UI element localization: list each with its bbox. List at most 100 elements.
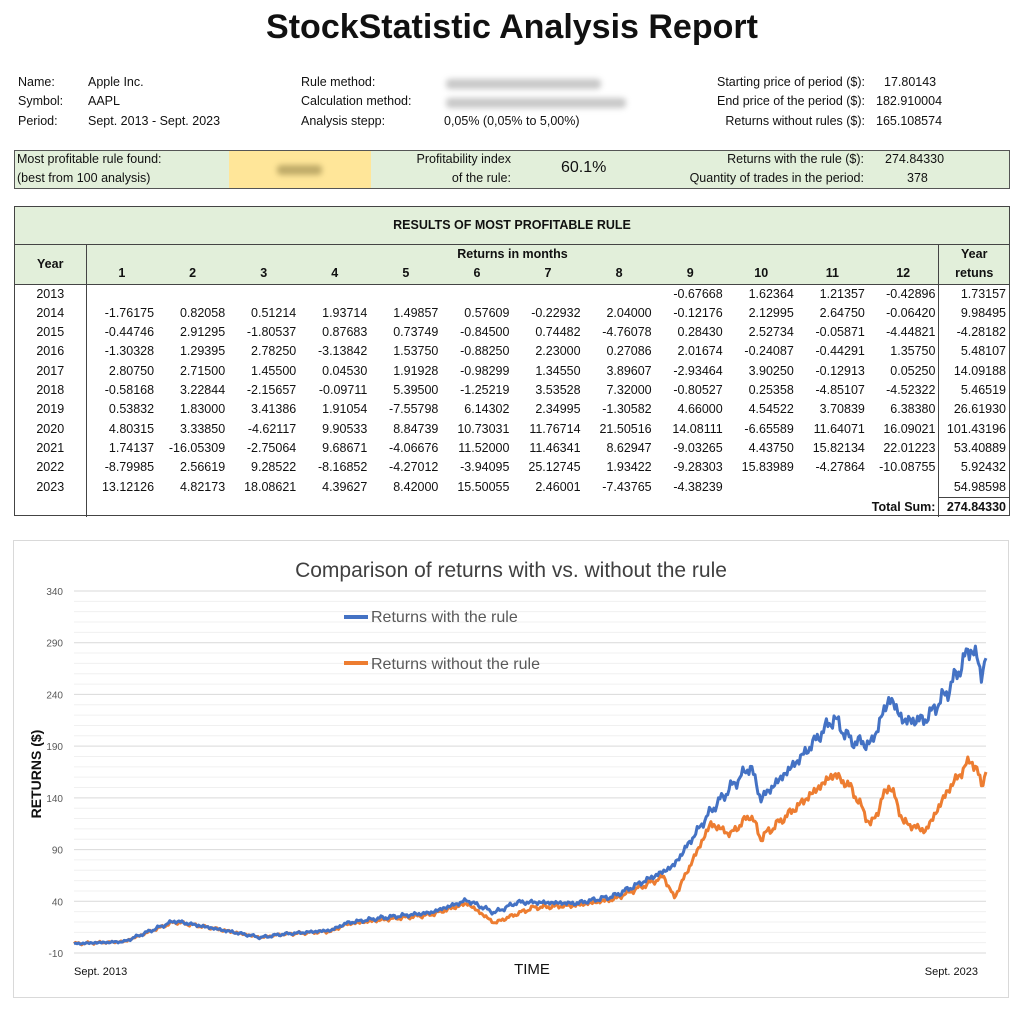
- table-row: 2019 0.53832 1.83000 3.41386 1.91054 -7.55798…: [15, 400, 1009, 420]
- month-return-cell: 14.08111: [672, 421, 723, 436]
- month-return-cell: 11.46341: [529, 440, 581, 455]
- month-return-cell: 11.52000: [458, 440, 510, 455]
- year-return-cell: 101.43196: [938, 419, 1009, 439]
- year-returns-header-1: Year: [938, 244, 1009, 265]
- best-rule-label-2: (best from 100 analysis): [17, 171, 151, 185]
- month-return-cell: 2.46001: [535, 479, 581, 494]
- month-return-cell: -3.13842: [317, 344, 368, 359]
- calc-method-label: Calculation method:: [301, 94, 412, 108]
- month-header: 11: [796, 264, 868, 285]
- month-return-cell: 6.14302: [464, 402, 510, 417]
- month-return-cell: 2.78250: [251, 344, 297, 359]
- profitability-index-label-1: Profitability index: [416, 152, 512, 166]
- y-tick-label: -10: [49, 949, 64, 960]
- month-return-cell: 2.80750: [108, 363, 155, 378]
- month-return-cell: -0.98299: [460, 363, 510, 378]
- month-return-cell: 0.82058: [179, 305, 226, 320]
- report-title: StockStatistic Analysis Report: [266, 8, 758, 46]
- year-return-cell: -4.28182: [938, 323, 1009, 343]
- month-return-cell: 1.62364: [748, 286, 794, 301]
- month-return-cell: 4.54522: [748, 402, 794, 417]
- chart-svg: 340 290 240 190 140 90 40 -10 Comparison of ret…: [28, 559, 988, 978]
- table-row: 2016 -1.30328 1.29395 2.78250 -3.13842 1.5375…: [15, 342, 1009, 362]
- month-return-cell: 2.04000: [606, 305, 652, 320]
- month-return-cell: 1.45500: [251, 363, 297, 378]
- month-return-cell: [584, 284, 655, 304]
- month-return-cell: 2.56619: [179, 460, 226, 475]
- month-return-cell: 0.53832: [108, 402, 155, 417]
- month-return-cell: 15.50055: [457, 479, 510, 494]
- months-header: Returns in months: [86, 244, 939, 265]
- month-return-cell: 2.12995: [748, 305, 794, 320]
- table-row: 2017 2.80750 2.71500 1.45500 0.04530 1.91928 -…: [15, 361, 1009, 382]
- month-return-cell: 4.82173: [179, 479, 226, 494]
- month-return-cell: -8.16852: [317, 460, 368, 475]
- year-return-cell: 5.48107: [938, 342, 1009, 362]
- month-return-cell: -7.43765: [602, 479, 652, 494]
- results-table-panel: RESULTS OF MOST PROFITABLE RULE Year Ret…: [14, 206, 1010, 518]
- table-row: 2014 -1.76175 0.82058 0.51214 1.93714 1.49857…: [15, 303, 1009, 324]
- month-return-cell: 5.39500: [393, 383, 439, 398]
- y-tick-label: 290: [46, 639, 63, 650]
- x-start-label: Sept. 2013: [74, 966, 127, 978]
- month-return-cell: 1.93422: [606, 460, 652, 475]
- total-sum-value: 274.84330: [938, 496, 1009, 518]
- rule-method-label: Rule method:: [301, 75, 376, 89]
- month-return-cell: 0.25358: [748, 383, 794, 398]
- month-return-cell: 4.39627: [322, 479, 368, 494]
- year-return-cell: 26.61930: [938, 400, 1009, 420]
- month-return-cell: 2.71500: [179, 363, 226, 378]
- month-header: 9: [654, 264, 726, 285]
- results-table: RESULTS OF MOST PROFITABLE RULE Year Ret…: [15, 207, 1009, 518]
- month-header: 3: [228, 264, 300, 285]
- month-return-cell: -0.58168: [104, 383, 155, 398]
- month-return-cell: [228, 284, 299, 304]
- month-return-cell: -3.94095: [460, 460, 510, 475]
- month-return-cell: -0.42896: [886, 286, 936, 301]
- table-row: 2018 -0.58168 3.22844 -2.15657 -0.09711 5.395…: [15, 381, 1009, 401]
- month-return-cell: 1.21357: [819, 286, 865, 301]
- month-return-cell: -0.88250: [460, 344, 510, 359]
- month-return-cell: -0.44291: [815, 344, 865, 359]
- returns-with-value: 274.84330: [885, 152, 945, 166]
- year-return-cell: 54.98598: [938, 477, 1009, 498]
- month-return-cell: 1.93714: [322, 305, 368, 320]
- month-return-cell: -4.06676: [389, 440, 439, 455]
- month-return-cell: 1.35750: [890, 344, 936, 359]
- y-tick-label: 340: [46, 587, 63, 598]
- month-return-cell: -4.62117: [247, 421, 297, 436]
- month-return-cell: -16.05309: [168, 440, 226, 455]
- month-return-cell: 8.84739: [393, 421, 439, 436]
- legend-label-without-rule: Returns without the rule: [371, 656, 540, 673]
- month-return-cell: 18.08621: [244, 479, 297, 494]
- month-return-cell: 0.51214: [251, 305, 297, 320]
- month-return-cell: [868, 478, 939, 498]
- month-return-cell: -0.05871: [815, 325, 865, 340]
- month-return-cell: [797, 478, 868, 498]
- month-return-cell: 0.27086: [606, 344, 652, 359]
- month-return-cell: 10.73031: [457, 421, 510, 436]
- month-return-cell: 1.49857: [393, 305, 439, 320]
- month-return-cell: [370, 284, 441, 304]
- month-return-cell: 1.83000: [179, 402, 226, 417]
- month-return-cell: 3.22844: [179, 383, 226, 398]
- month-return-cell: -4.38239: [673, 479, 723, 494]
- month-return-cell: [512, 284, 583, 304]
- end-price-label: End price of the period ($):: [717, 94, 865, 108]
- month-return-cell: [86, 284, 157, 304]
- month-return-cell: [299, 284, 370, 304]
- chart-title: Comparison of returns with vs. without t…: [295, 559, 727, 582]
- results-title: RESULTS OF MOST PROFITABLE RULE: [15, 207, 1009, 245]
- table-row: 2021 1.74137 -16.05309 -2.75064 9.68671 -4.06…: [15, 438, 1009, 459]
- month-return-cell: [157, 284, 228, 304]
- month-header: 2: [157, 264, 229, 285]
- returns-without-label: Returns without rules ($):: [725, 114, 865, 128]
- year-returns-header-2: retuns: [938, 264, 1009, 285]
- month-return-cell: -0.84500: [460, 325, 510, 340]
- month-return-cell: 0.87683: [322, 325, 368, 340]
- year-cell: 2022: [15, 458, 87, 478]
- returns-with-label: Returns with the rule ($):: [727, 152, 864, 166]
- month-return-cell: -0.80527: [673, 383, 723, 398]
- month-return-cell: -6.65589: [744, 421, 794, 436]
- month-return-cell: 2.23000: [535, 344, 581, 359]
